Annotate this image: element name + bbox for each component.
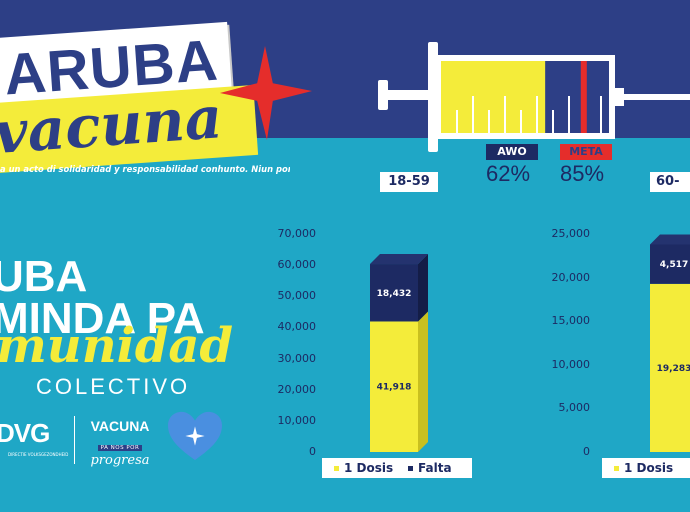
headline-line1: UBA [0, 252, 88, 301]
y-tick-label: 0 [309, 445, 316, 458]
y-tick-label: 10,000 [277, 413, 317, 427]
y-tick-label: 70,000 [277, 227, 317, 240]
legend2-label-dosis: 1 Dosis [624, 461, 674, 475]
dvg-subtitle: DIRECTIE VOLKSGEZONDHEID [8, 452, 69, 457]
meta-badge: META [560, 144, 612, 160]
legend-label-dosis: 1 Dosis [344, 461, 394, 475]
vacuna-logo-title: VACUNA [90, 418, 150, 434]
heart-icon [168, 411, 222, 461]
syringe-icon [378, 42, 690, 152]
chart2-title: 60- [650, 172, 690, 192]
meta-percentage: 85% [560, 161, 605, 186]
chart1-title: 18-59 [380, 172, 438, 192]
red-star-icon [219, 45, 313, 141]
legend2-item-dosis: 1 Dosis [614, 458, 673, 478]
logo-vacuna-text: vacuna [0, 83, 225, 168]
y-tick-label: 15,000 [551, 314, 591, 328]
vacuna-logo-mid: PA NOS POR [97, 445, 143, 451]
y-tick-label: 60,000 [277, 258, 317, 272]
chart2-legend: 1 Dosis [602, 458, 690, 478]
legend-dot-falta [408, 466, 413, 471]
vacuna-logo-script: progresa [90, 453, 150, 468]
y-tick-label: 25,000 [551, 227, 591, 240]
legend2-dot-dosis [614, 466, 619, 471]
y-tick-label: 0 [583, 445, 590, 458]
legend-item-falta: Falta [408, 458, 452, 478]
y-tick-label: 5,000 [558, 401, 591, 415]
vacuna-campaign-logo: VACUNA PA NOS POR progresa [82, 418, 158, 468]
y-tick-label: 30,000 [277, 351, 317, 365]
y-tick-label: 10,000 [551, 357, 591, 371]
chart1-legend: 1 Dosis Falta [322, 458, 472, 478]
legend-dot-dosis [334, 466, 339, 471]
dvg-logo: DVG [0, 418, 50, 448]
y-tick-label: 40,000 [277, 320, 317, 334]
logo-divider [74, 416, 75, 464]
tagline: a un acto di solidaridad y responsabilid… [0, 164, 290, 174]
y-tick-label: 50,000 [277, 289, 317, 303]
headline-line3: munidad [0, 318, 234, 374]
awo-badge: AWO [486, 144, 538, 160]
legend-item-dosis: 1 Dosis [334, 458, 393, 478]
headline-line2: MINDA PA [0, 294, 205, 343]
legend-label-falta: Falta [418, 461, 452, 475]
y-tick-label: 20,000 [551, 270, 591, 284]
y-tick-label: 20,000 [277, 382, 317, 396]
awo-percentage: 62% [486, 161, 531, 186]
headline-line4: COLECTIVO [36, 374, 191, 399]
